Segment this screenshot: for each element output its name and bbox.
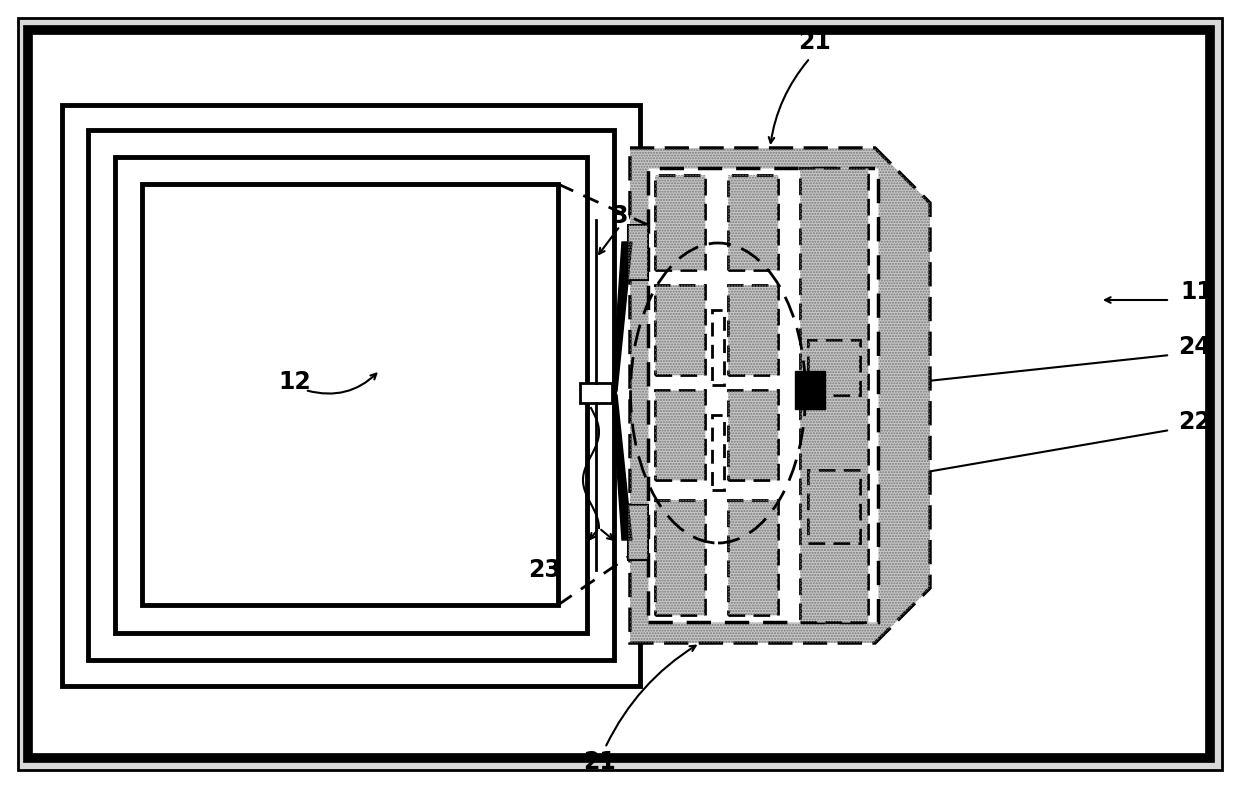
- Bar: [795, 371, 825, 409]
- Bar: [728, 285, 777, 375]
- Bar: [655, 390, 706, 480]
- Text: 24: 24: [1178, 335, 1210, 359]
- Text: 11: 11: [1180, 280, 1213, 304]
- Text: 12: 12: [279, 370, 311, 394]
- Polygon shape: [627, 225, 649, 280]
- Bar: [808, 470, 861, 543]
- Polygon shape: [613, 395, 632, 540]
- Bar: [62, 105, 640, 686]
- Bar: [808, 340, 861, 395]
- Bar: [655, 175, 706, 270]
- Polygon shape: [613, 242, 632, 391]
- Bar: [808, 470, 861, 543]
- Bar: [88, 130, 614, 660]
- Bar: [655, 500, 706, 615]
- Text: 21: 21: [799, 30, 831, 54]
- Bar: [655, 285, 706, 375]
- Bar: [728, 500, 777, 615]
- Bar: [728, 285, 777, 375]
- Bar: [728, 390, 777, 480]
- Bar: [728, 175, 777, 270]
- Bar: [649, 168, 878, 622]
- Text: 21: 21: [584, 750, 616, 774]
- Bar: [800, 168, 868, 622]
- Bar: [728, 390, 777, 480]
- Bar: [728, 175, 777, 270]
- Bar: [655, 500, 706, 615]
- Polygon shape: [627, 505, 649, 560]
- Bar: [655, 390, 706, 480]
- Bar: [115, 157, 587, 633]
- Bar: [712, 415, 724, 490]
- Bar: [800, 168, 868, 622]
- Text: 30: 30: [611, 204, 645, 228]
- Bar: [143, 184, 558, 605]
- Bar: [808, 340, 861, 395]
- Bar: [728, 500, 777, 615]
- Bar: [580, 383, 613, 403]
- Bar: [655, 175, 706, 270]
- Text: 22: 22: [1178, 410, 1210, 434]
- Text: 23: 23: [528, 558, 562, 582]
- Polygon shape: [630, 148, 930, 643]
- Bar: [655, 285, 706, 375]
- Bar: [712, 310, 724, 385]
